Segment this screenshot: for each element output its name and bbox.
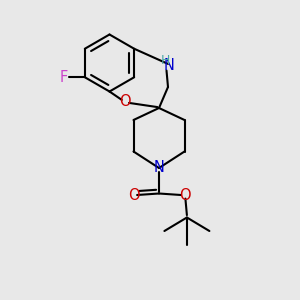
Text: O: O [128,188,139,202]
Text: O: O [120,94,131,110]
Text: N: N [154,160,164,175]
Text: F: F [60,70,68,85]
Text: N: N [164,58,175,74]
Text: O: O [179,188,190,202]
Text: H: H [160,53,170,67]
